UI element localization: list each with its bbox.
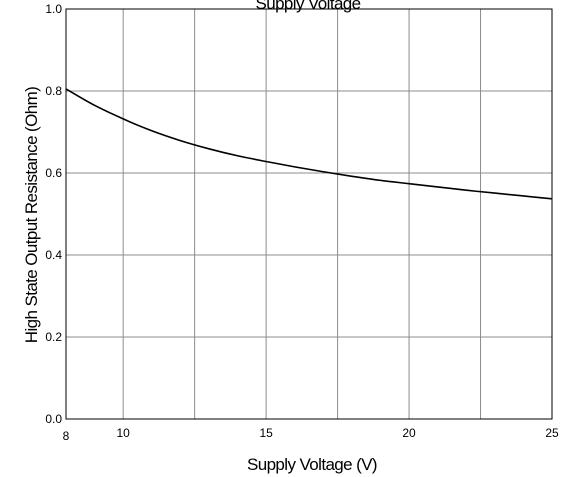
y-tick-label: 0.0	[45, 412, 62, 426]
x-tick-label: 8	[63, 429, 70, 443]
x-tick-label: 10	[116, 426, 130, 440]
series-line	[65, 88, 553, 200]
series-group	[65, 88, 553, 200]
y-tick-label: 0.2	[45, 330, 62, 344]
y-axis-title: High State Output Resistance (Ohm)	[22, 87, 41, 343]
x-tick-label: 25	[545, 426, 559, 440]
x-axis: 8 10 15 20 25	[63, 426, 559, 443]
y-tick-label: 0.6	[45, 166, 62, 180]
x-tick-label: 15	[259, 426, 273, 440]
plot-frame	[65, 8, 553, 420]
y-tick-label: 0.8	[45, 84, 62, 98]
x-tick-label: 20	[402, 426, 416, 440]
y-tick-label: 0.4	[45, 248, 62, 262]
chart-title: Supply Voltage	[255, 0, 360, 13]
y-axis: 0.0 0.2 0.4 0.6 0.8 1.0	[45, 2, 62, 426]
x-axis-title: Supply Voltage (V)	[247, 455, 377, 474]
y-tick-label: 1.0	[45, 2, 62, 16]
grid	[65, 8, 553, 420]
